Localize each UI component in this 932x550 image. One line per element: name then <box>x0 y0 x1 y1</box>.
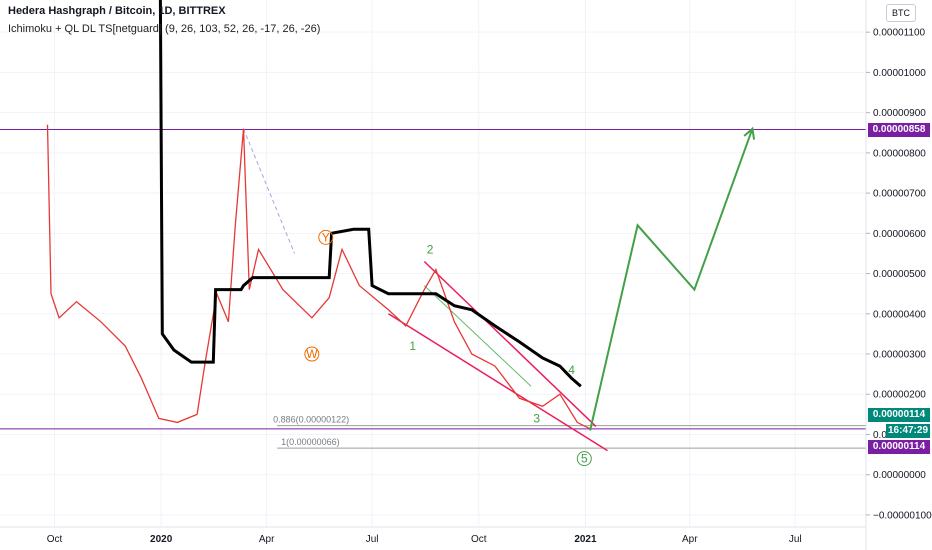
wave-label: 3 <box>533 411 540 425</box>
channel-upper-line <box>423 260 597 427</box>
projection-path <box>589 128 754 431</box>
dashed-guide <box>243 128 295 254</box>
fib-label: 1(0.00000066) <box>281 437 340 447</box>
x-tick-label: Apr <box>259 534 275 545</box>
x-tick-label: 2020 <box>150 534 173 545</box>
indicator-legend[interactable]: Ichimoku + QL DL TS[netguard] (9, 26, 10… <box>8 23 321 35</box>
wave-label: 5 <box>581 452 588 466</box>
wave-label: W <box>306 347 318 361</box>
horizontal-levels[interactable] <box>0 129 866 430</box>
trend-guides <box>243 128 608 452</box>
y-tick-label: 0.00000800 <box>873 148 926 159</box>
y-tick-label: 0.00000900 <box>873 108 926 119</box>
bar-countdown: 16:47:29 <box>886 424 930 438</box>
wave-label: 4 <box>568 363 575 377</box>
price-line <box>46 124 591 430</box>
chart-series <box>46 0 756 431</box>
wave-circle <box>304 346 320 362</box>
chart-grid <box>0 0 866 527</box>
time-axis[interactable]: Oct 2020 Apr Jul Oct 2021 Apr Jul <box>47 534 802 545</box>
x-tick-label: Oct <box>471 534 487 545</box>
wave-label: 2 <box>427 242 434 256</box>
y-tick-label: 0.00000200 <box>873 390 926 401</box>
x-tick-label: Jul <box>366 534 379 545</box>
currency-button[interactable]: BTC <box>886 4 916 22</box>
x-tick-label: Jul <box>789 534 802 545</box>
price-label-last: 0.00000114 <box>868 408 930 422</box>
projection-arrowhead <box>743 126 756 140</box>
price-label-resistance: 0.00000858 <box>868 123 930 137</box>
x-tick-label: Oct <box>47 534 63 545</box>
wave-circle <box>318 229 334 245</box>
fib-levels: 0.886(0.00000122) 1(0.00000066) <box>273 415 866 449</box>
channel-lower-line <box>388 313 608 452</box>
y-tick-label: 0.00000700 <box>873 189 926 200</box>
y-tick-label: 0.00000600 <box>873 229 926 240</box>
x-tick-label: Apr <box>682 534 698 545</box>
fib-label: 0.886(0.00000122) <box>273 415 349 425</box>
y-tick-label: 0.00000500 <box>873 269 926 280</box>
thin-guide <box>423 285 532 387</box>
ichimoku-line <box>158 0 582 388</box>
wave-labels: 1 2 3 4 5 W Y <box>304 229 592 467</box>
y-tick-label: 0.00000000 <box>873 470 926 481</box>
y-tick-label: 0.00001100 <box>873 28 926 39</box>
symbol-title: Hedera Hashgraph / Bitcoin, 1D, BITTREX <box>8 5 226 17</box>
y-tick-label: 0.00000300 <box>873 350 926 361</box>
wave-label: 1 <box>409 339 416 353</box>
y-tick-label: 0.00000400 <box>873 309 926 320</box>
y-tick-label: 0.00001000 <box>873 68 926 79</box>
price-label-support: 0.00000114 <box>868 440 930 454</box>
wave-label: Y <box>322 230 330 244</box>
y-tick-label: −0.00000100 <box>873 510 932 521</box>
x-tick-label: 2021 <box>574 534 597 545</box>
wave-circle <box>576 451 592 467</box>
